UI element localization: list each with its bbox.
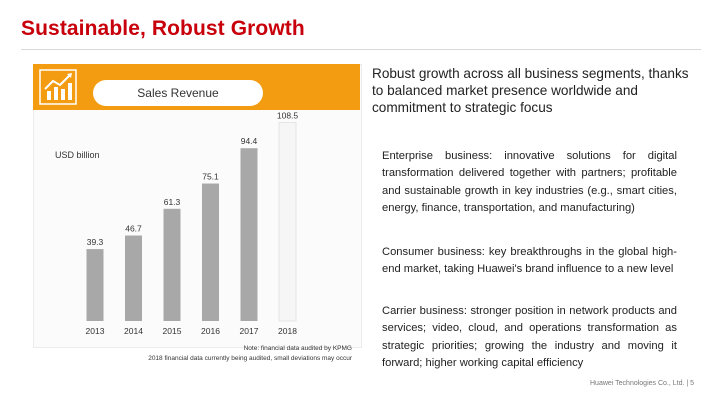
data-label-2017: 94.4 bbox=[241, 136, 258, 146]
bar-2017 bbox=[240, 148, 258, 321]
category-label-2015: 2015 bbox=[163, 326, 182, 336]
category-label-2016: 2016 bbox=[201, 326, 220, 336]
data-label-2018: 108.5 bbox=[277, 110, 299, 120]
category-label-2014: 2014 bbox=[124, 326, 143, 336]
chart-title: Sales Revenue bbox=[93, 80, 263, 106]
bar-2018 bbox=[278, 122, 297, 322]
data-label-2016: 75.1 bbox=[202, 172, 219, 182]
bar-2016 bbox=[202, 183, 219, 321]
category-label-2017: 2017 bbox=[240, 326, 259, 336]
data-label-2014: 46.7 bbox=[125, 224, 142, 234]
chart-banner: Sales Revenue bbox=[33, 64, 360, 110]
category-label-2013: 2013 bbox=[86, 326, 105, 336]
summary-text: Robust growth across all business segmen… bbox=[372, 66, 689, 115]
sales-revenue-chart: 39.3 2013 46.7 2014 61.3 2015 75.1 2016 94.4 2017… bbox=[86, 110, 299, 336]
data-label-2015: 61.3 bbox=[164, 197, 181, 207]
bullet-consumer: Consumer business: key breakthroughs in … bbox=[382, 246, 677, 276]
chart-note: Note: financial data audited by KPMG 201… bbox=[90, 344, 352, 364]
footer-text: Huawei Technologies Co., Ltd. | 5 bbox=[590, 380, 695, 387]
data-label-2013: 39.3 bbox=[87, 237, 104, 247]
bar-2014 bbox=[125, 235, 142, 321]
chart-note-line2: 2018 financial data currently being audi… bbox=[148, 355, 352, 362]
title-divider bbox=[21, 49, 701, 50]
bullet-enterprise: Enterprise business: innovative solution… bbox=[382, 150, 677, 215]
growth-chart-icon bbox=[39, 69, 77, 105]
bar-2015 bbox=[163, 208, 181, 321]
chart-note-line1: Note: financial data audited by KPMG bbox=[243, 345, 352, 352]
bar-2013 bbox=[86, 249, 104, 321]
page-title: Sustainable, Robust Growth bbox=[21, 17, 305, 40]
bullet-carrier: Carrier business: stronger position in n… bbox=[382, 305, 677, 370]
y-axis-unit-label: USD billion bbox=[55, 150, 100, 160]
category-label-2018: 2018 bbox=[278, 326, 297, 336]
